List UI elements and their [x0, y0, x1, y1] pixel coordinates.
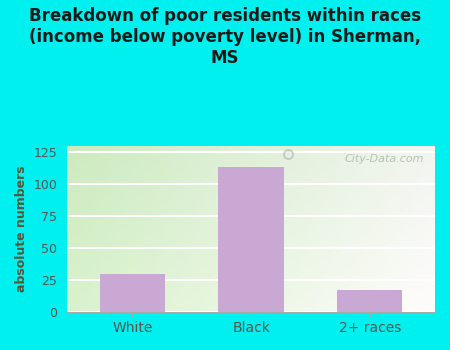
Bar [100, 274, 165, 312]
Bar [218, 167, 284, 312]
Y-axis label: absolute numbers: absolute numbers [15, 166, 28, 292]
Text: City-Data.com: City-Data.com [344, 154, 424, 164]
Bar [337, 290, 402, 312]
Text: Breakdown of poor residents within races
(income below poverty level) in Sherman: Breakdown of poor residents within races… [29, 7, 421, 66]
